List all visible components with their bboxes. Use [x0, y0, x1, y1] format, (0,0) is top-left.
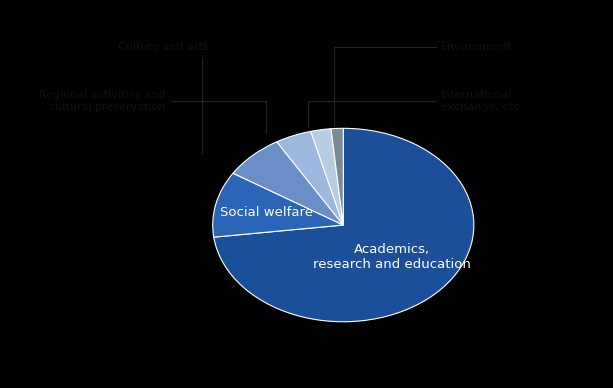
Text: Academics,
research and education: Academics, research and education: [313, 243, 471, 271]
Wedge shape: [277, 132, 343, 225]
Wedge shape: [214, 128, 474, 322]
Text: Environment: Environment: [333, 42, 512, 126]
Text: Regional activities and
cultural preservation: Regional activities and cultural preserv…: [39, 90, 266, 133]
Wedge shape: [233, 142, 343, 225]
Wedge shape: [331, 128, 343, 225]
Wedge shape: [311, 129, 343, 225]
Text: Culture and arts: Culture and arts: [118, 42, 208, 153]
Wedge shape: [213, 173, 343, 237]
Text: International
exchange, etc.: International exchange, etc.: [308, 90, 524, 127]
Text: Social welfare: Social welfare: [220, 206, 313, 219]
